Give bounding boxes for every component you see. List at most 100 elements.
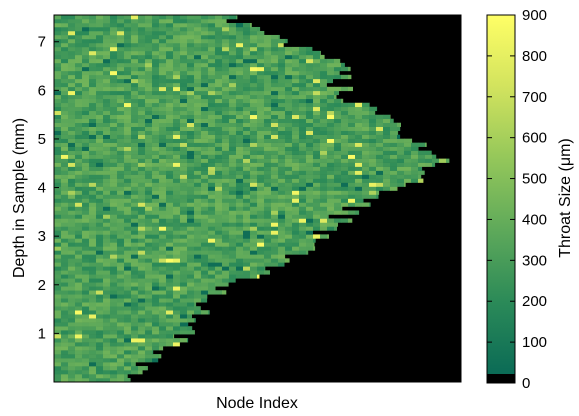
heatmap-cell [173, 306, 181, 311]
heatmap-cell [187, 298, 195, 303]
heatmap-cell [68, 270, 76, 275]
heatmap-cell [369, 130, 377, 135]
heatmap-cell [187, 258, 195, 263]
heatmap-cell [306, 170, 314, 175]
heatmap-cell [138, 258, 146, 263]
heatmap-cell [138, 15, 146, 20]
heatmap-cell [271, 186, 279, 191]
heatmap-cell [264, 114, 272, 120]
heatmap-cell [327, 190, 335, 195]
heatmap-cell [285, 138, 293, 143]
heatmap-cell [103, 178, 111, 183]
heatmap-cell [82, 174, 90, 179]
heatmap-cell [180, 30, 188, 36]
heatmap-cell [96, 70, 104, 76]
heatmap-cell [215, 98, 223, 104]
heatmap-cell [96, 330, 104, 335]
heatmap-cell [271, 46, 279, 52]
heatmap-cell [124, 46, 132, 52]
heatmap-cell [75, 238, 83, 243]
heatmap-cell [201, 22, 209, 28]
heatmap-cell [257, 82, 265, 88]
heatmap-cell [110, 374, 118, 379]
heatmap-cell [96, 110, 104, 116]
heatmap-cell [110, 270, 118, 275]
heatmap-cell [348, 118, 356, 124]
heatmap-cell [180, 50, 188, 56]
heatmap-cell [61, 15, 69, 20]
heatmap-cell [418, 142, 426, 147]
heatmap-cell [285, 110, 293, 116]
heatmap-cell [404, 174, 412, 179]
heatmap-cell [89, 54, 97, 60]
heatmap-cell [166, 214, 174, 219]
heatmap-cell [194, 58, 202, 64]
heatmap-cell [159, 42, 167, 48]
heatmap-cell [271, 162, 279, 167]
heatmap-cell [131, 134, 139, 139]
heatmap-cell [229, 150, 237, 155]
heatmap-cell [54, 178, 62, 183]
heatmap-cell [75, 130, 83, 135]
heatmap-cell [334, 174, 342, 179]
heatmap-cell [201, 166, 209, 171]
heatmap-cell [313, 238, 316, 243]
heatmap-cell [152, 298, 160, 303]
heatmap-cell [82, 66, 90, 72]
heatmap-cell [61, 134, 69, 139]
heatmap-cell [89, 22, 97, 28]
heatmap-cell [187, 206, 195, 211]
heatmap-cell [355, 102, 363, 108]
heatmap-cell [124, 194, 132, 199]
heatmap-cell [180, 78, 188, 84]
heatmap-cell [432, 158, 440, 163]
heatmap-cell [236, 262, 244, 267]
heatmap-cell [159, 246, 167, 251]
heatmap-cell [124, 190, 132, 195]
heatmap-cell [222, 150, 230, 155]
heatmap-cell [131, 266, 139, 271]
heatmap-cell [250, 94, 258, 100]
heatmap-cell [96, 54, 104, 60]
heatmap-cell [285, 66, 293, 72]
heatmap-cell [138, 306, 146, 311]
heatmap-cell [194, 118, 202, 124]
heatmap-cell [61, 186, 69, 191]
heatmap-cell [68, 266, 76, 271]
heatmap-cell [68, 122, 76, 127]
heatmap-cell [173, 190, 181, 195]
heatmap-cell [334, 130, 342, 135]
heatmap-cell [82, 230, 90, 235]
heatmap-cell [320, 70, 328, 76]
heatmap-cell [194, 230, 202, 235]
heatmap-cell [138, 22, 146, 28]
heatmap-cell [103, 338, 111, 343]
heatmap-cell [96, 274, 104, 279]
heatmap-cell [201, 62, 209, 68]
heatmap-cell [271, 150, 279, 155]
heatmap-cell [159, 230, 167, 235]
heatmap-cell [201, 238, 209, 243]
heatmap-cell [152, 206, 160, 211]
heatmap-cell [61, 22, 69, 28]
heatmap-cell [341, 122, 349, 127]
heatmap-cell [89, 290, 97, 295]
heatmap-cell [138, 290, 146, 295]
heatmap-cell [103, 298, 111, 303]
heatmap-cell [166, 286, 174, 291]
heatmap-cell [187, 154, 195, 159]
heatmap-cell [173, 150, 181, 155]
heatmap-cell [68, 22, 76, 28]
heatmap-cell [103, 50, 111, 56]
heatmap-cell [201, 110, 209, 116]
heatmap-cell [299, 142, 307, 147]
heatmap-cell [145, 150, 153, 155]
heatmap-cell [215, 15, 223, 20]
heatmap-cell [369, 106, 377, 112]
heatmap-cell [117, 378, 125, 382]
heatmap-cell [96, 342, 104, 347]
heatmap-cell [138, 310, 146, 315]
heatmap-cell [131, 158, 139, 163]
heatmap-cell [82, 302, 90, 307]
heatmap-cell [131, 46, 139, 52]
